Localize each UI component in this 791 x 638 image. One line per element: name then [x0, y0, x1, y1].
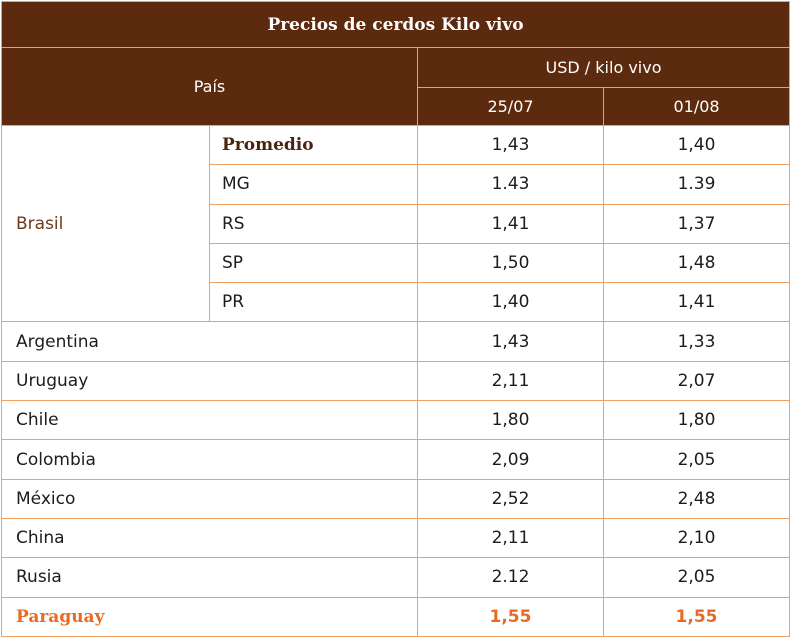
table-row: Uruguay 2,11 2,07	[1, 360, 791, 402]
state-cell: MG	[209, 164, 418, 205]
price-cell: 2,48	[602, 478, 791, 519]
table-row: Colombia 2,09 2,05	[1, 439, 791, 480]
price-cell: 1,40	[602, 124, 791, 166]
price-cell: 2,05	[602, 439, 791, 480]
table-row: China 2,11 2,10	[1, 517, 791, 559]
country-cell: Uruguay	[1, 360, 418, 402]
table-row: RS 1,41 1,37	[2, 203, 791, 244]
price-cell: 2,10	[602, 517, 791, 559]
table-row: Brasil Promedio 1,43 1,40	[1, 124, 791, 323]
table-row: Argentina 1,43 1,33	[1, 321, 791, 362]
country-cell: Colombia	[1, 439, 418, 480]
price-cell: 1,40	[417, 282, 604, 323]
price-cell: 1,43	[417, 124, 604, 166]
table-title: Precios de cerdos Kilo vivo	[0, 1, 791, 48]
country-paraguay: Paraguay	[1, 596, 418, 638]
state-cell: RS	[209, 203, 418, 244]
unit-header: USD / kilo vivo	[416, 47, 791, 88]
price-cell: 1.43	[417, 164, 604, 205]
price-cell: 1,50	[417, 242, 604, 284]
price-cell: 1,48	[602, 242, 791, 284]
date-header-2: 01/08	[602, 87, 791, 126]
table-row: México 2,52 2,48	[1, 478, 791, 519]
price-cell-paraguay: 1,55	[417, 596, 604, 638]
price-cell: 1,41	[602, 282, 791, 323]
country-cell: Chile	[1, 400, 418, 441]
country-header: País	[1, 47, 418, 126]
price-cell: 1.39	[602, 164, 791, 205]
price-cell: 1,37	[602, 203, 791, 244]
table-row: Rusia 2.12 2,05	[1, 557, 791, 598]
country-cell: Argentina	[1, 321, 418, 362]
table-row: Chile 1,80 1,80	[1, 400, 791, 441]
price-cell: 2,07	[602, 360, 791, 402]
table-row-paraguay: Paraguay 1,55 1,55	[1, 596, 791, 638]
state-cell: SP	[209, 242, 418, 284]
price-cell: 2,09	[417, 439, 604, 480]
price-cell: 2.12	[417, 557, 604, 598]
price-cell: 1,33	[602, 321, 791, 362]
price-cell-paraguay: 1,55	[602, 596, 791, 638]
country-brasil: Brasil	[1, 124, 210, 323]
price-cell: 1,43	[417, 321, 604, 362]
price-cell: 2,05	[602, 557, 791, 598]
price-cell: 1,80	[602, 400, 791, 441]
country-cell: China	[1, 517, 418, 559]
price-cell: 1,80	[417, 400, 604, 441]
country-cell: México	[1, 478, 418, 519]
table-row: SP 1,50 1,48	[2, 242, 791, 284]
price-cell: 2,52	[417, 478, 604, 519]
date-header-1: 25/07	[417, 87, 604, 126]
table-row: PR 1,40 1,41	[2, 282, 791, 323]
price-cell: 2,11	[417, 360, 604, 402]
country-cell: Rusia	[1, 557, 418, 598]
state-cell: Promedio	[209, 124, 418, 166]
state-cell: PR	[209, 282, 418, 323]
table-row: MG 1.43 1.39	[2, 164, 791, 205]
price-cell: 1,41	[417, 203, 604, 244]
price-cell: 2,11	[417, 517, 604, 559]
